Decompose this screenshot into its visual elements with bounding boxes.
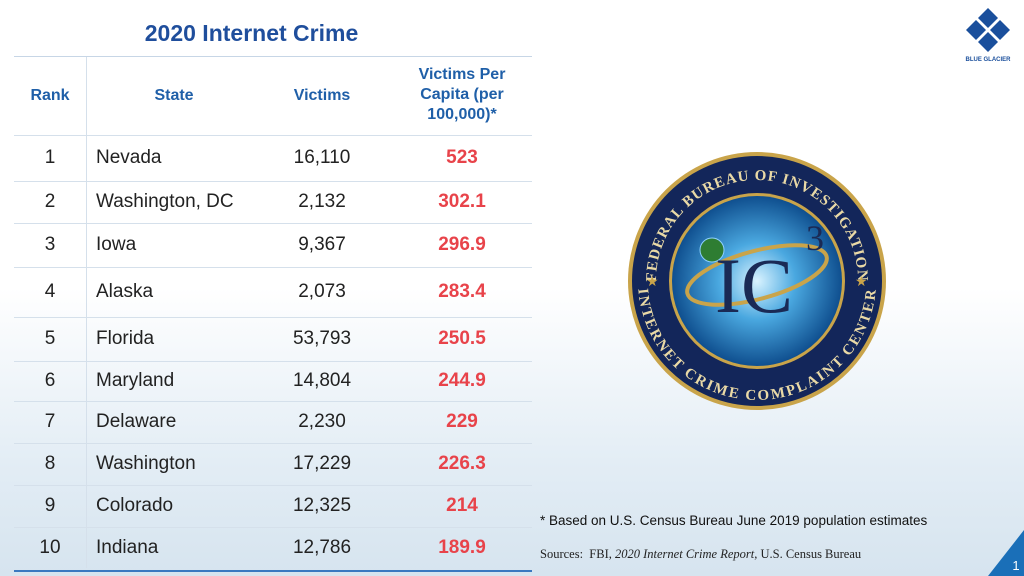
logo-shape [978, 32, 998, 52]
state: Delaware [96, 411, 177, 432]
state: Colorado [96, 495, 174, 516]
state: Indiana [96, 537, 159, 558]
state: Maryland [96, 370, 175, 391]
victims: 2,230 [298, 411, 346, 432]
sources-title: 2020 Internet Crime Report [615, 547, 755, 561]
header: State [154, 87, 194, 104]
per-capita: 283.4 [438, 281, 486, 302]
seal-superscript: 3 [806, 218, 824, 258]
per-capita: 296.9 [438, 234, 486, 255]
seal-star: ★ [646, 273, 659, 289]
row-divider [14, 401, 532, 402]
victims: 17,229 [292, 453, 352, 474]
rank: 7 [44, 411, 56, 432]
per-capita: 214 [446, 495, 478, 516]
column-divider [86, 57, 87, 568]
rank: 6 [44, 370, 56, 391]
row-divider [14, 485, 532, 486]
footnote: * Based on U.S. Census Bureau June 2019 … [540, 513, 928, 528]
rank: 4 [44, 281, 56, 302]
sources-tail: , U.S. Census Bureau [754, 547, 862, 561]
per-capita: 189.9 [438, 537, 486, 558]
per-capita: 229 [446, 411, 478, 432]
header: Rank [30, 87, 70, 104]
victims: 2,132 [298, 191, 346, 212]
state: Florida [96, 328, 155, 349]
header: Victims [293, 87, 351, 104]
victims: 12,325 [292, 495, 352, 516]
victims: 12,786 [292, 537, 352, 558]
victims: 16,110 [293, 147, 351, 168]
victims: 14,804 [292, 370, 352, 391]
rank: 2 [44, 191, 56, 212]
per-capita: 250.5 [438, 328, 486, 349]
row-divider [14, 223, 532, 224]
victims: 53,793 [292, 328, 352, 349]
seal-orbit [685, 243, 829, 307]
row-divider [14, 443, 532, 444]
victims: 2,073 [298, 281, 346, 302]
seal-center-text: IC [715, 242, 793, 329]
logo-shape [990, 20, 1010, 40]
page-corner: 1 [988, 530, 1024, 576]
row-divider [14, 181, 532, 182]
rank: 1 [44, 147, 56, 168]
sources-lead: Sources: FBI, [540, 547, 615, 561]
logo-text: BLUE GLACIER [966, 57, 1012, 63]
row-divider [14, 527, 532, 528]
state: Alaska [96, 281, 154, 302]
sources: Sources: FBI, 2020 Internet Crime Report… [540, 547, 861, 562]
rank: 9 [44, 495, 56, 516]
header-divider [14, 135, 532, 136]
row-divider [14, 267, 532, 268]
title: 2020 Internet Crime [144, 20, 359, 46]
per-capita: 244.9 [438, 370, 486, 391]
row-divider [14, 361, 532, 362]
header: Victims Per Capita (per 100,000)* [418, 66, 506, 123]
rank: 5 [44, 328, 56, 349]
rank: 8 [44, 453, 56, 474]
rank: 10 [39, 537, 61, 558]
state: Washington [96, 453, 196, 474]
state: Nevada [96, 147, 162, 168]
logo-shape [966, 20, 986, 40]
logo-shape [978, 8, 998, 28]
table: Rank State Victims Victims Per Capita (p… [14, 56, 532, 572]
per-capita: 226.3 [438, 453, 486, 474]
page-number: 1 [1012, 558, 1019, 573]
state: Iowa [96, 234, 137, 255]
seal-globe [699, 237, 725, 263]
per-capita: 523 [446, 147, 478, 168]
rank: 3 [44, 234, 56, 255]
corner-triangle [988, 530, 1024, 576]
logo: BLUE GLACIER [966, 8, 1012, 63]
victims: 9,367 [298, 234, 346, 255]
row-divider [14, 317, 532, 318]
seal-star: ★ [855, 273, 868, 289]
per-capita: 302.1 [438, 191, 486, 212]
seal: FEDERAL BUREAU OF INVESTIGATION INTERNET… [628, 152, 886, 410]
state: Washington, DC [96, 191, 234, 212]
